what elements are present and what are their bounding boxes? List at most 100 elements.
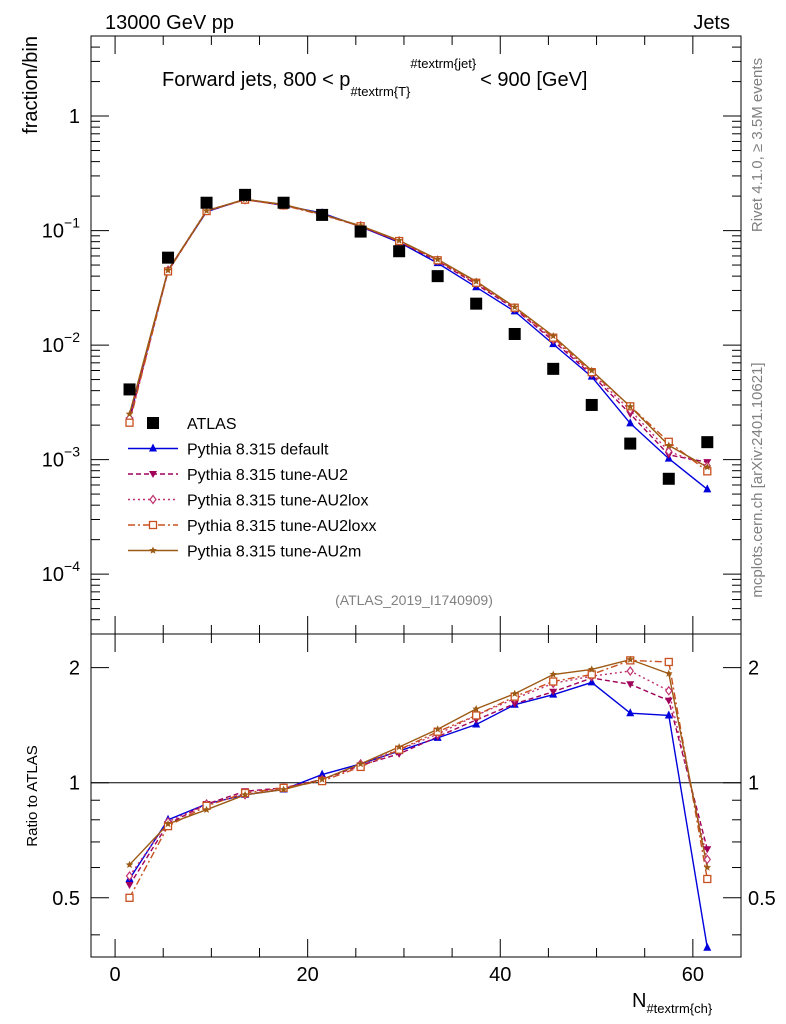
legend-label: ATLAS bbox=[187, 416, 237, 433]
ratio-data-point bbox=[703, 854, 712, 865]
data-point bbox=[549, 332, 557, 340]
data-point bbox=[433, 255, 442, 263]
x-tick-label: 0 bbox=[110, 964, 121, 986]
ratio-series bbox=[125, 655, 712, 951]
rivet-label: Rivet 4.1.0, ≥ 3.5M events bbox=[749, 58, 766, 232]
ratio-data-point bbox=[318, 769, 327, 778]
main-y-tick-label: 10−4 bbox=[42, 558, 80, 586]
atlas-data-point bbox=[701, 436, 714, 449]
ratio-data-point bbox=[664, 657, 673, 667]
atlas-data-point bbox=[624, 437, 637, 450]
ratio-data-point bbox=[665, 669, 673, 677]
ratio-data-point bbox=[703, 942, 712, 951]
legend-label: Pythia 8.315 tune-AU2lox bbox=[187, 493, 368, 510]
ratio-series-line bbox=[128, 677, 708, 886]
ratio-data-point bbox=[626, 666, 635, 677]
ratio-data-point bbox=[664, 697, 673, 705]
legend-label: Pythia 8.315 tune-AU2m bbox=[187, 544, 361, 561]
main-y-tick-label: 1 bbox=[69, 106, 80, 128]
ratio-data-point bbox=[665, 685, 673, 696]
chart-title: Forward jets, 800 < p#textrm{T} #textrm{j… bbox=[162, 56, 587, 99]
atlas-data-point bbox=[431, 270, 444, 283]
atlas-data-point bbox=[393, 245, 406, 258]
title-post: < 900 [GeV] bbox=[480, 69, 587, 91]
ratio-data-point bbox=[125, 871, 134, 882]
ratio-data-point bbox=[164, 820, 172, 828]
ratio-data-point bbox=[587, 670, 596, 679]
atlas-data-point bbox=[662, 472, 675, 485]
ratio-series-line bbox=[128, 659, 708, 899]
ratio-data-point bbox=[241, 790, 249, 798]
atlas-data-point bbox=[277, 196, 290, 209]
mcplots-label: mcplots.cern.ch [arXiv:2401.10621] bbox=[749, 362, 766, 597]
ratio-data-point bbox=[549, 677, 558, 686]
ratio-data-point bbox=[626, 708, 635, 717]
ratio-data-point bbox=[703, 874, 712, 884]
ratio-data-point bbox=[626, 655, 635, 663]
data-point bbox=[125, 410, 134, 418]
series-line bbox=[128, 198, 708, 468]
ratio-data-point bbox=[318, 775, 326, 783]
ratio-y-tick-label-right: 0.5 bbox=[748, 888, 776, 910]
tick-base: 1 bbox=[69, 106, 80, 128]
title-sup: #textrm{jet} bbox=[410, 56, 476, 71]
x-axis-label-sub: #textrm{ch} bbox=[646, 1001, 712, 1016]
ratio-data-point bbox=[202, 805, 211, 813]
atlas-data-point bbox=[547, 362, 560, 375]
ratio-series-line bbox=[128, 658, 708, 868]
ratio-series-line bbox=[128, 670, 708, 877]
ratio-y-ticks: 0.5 0.5 1 1 2 2 bbox=[52, 658, 776, 936]
ratio-data-point bbox=[472, 704, 480, 713]
atlas-data-point bbox=[508, 327, 521, 340]
x-axis-label-main: N bbox=[632, 990, 646, 1012]
data-point bbox=[703, 484, 712, 493]
ratio-data-point bbox=[626, 681, 635, 689]
ratio-y-tick-label-right: 1 bbox=[748, 773, 759, 795]
ratio-data-point bbox=[549, 670, 557, 678]
ratio-data-point bbox=[510, 689, 519, 697]
ratio-data-point bbox=[433, 725, 442, 733]
ratio-data-point bbox=[125, 860, 134, 868]
ratio-data-point bbox=[703, 863, 712, 871]
data-point bbox=[626, 418, 635, 427]
data-point bbox=[202, 206, 211, 214]
process-label: Jets bbox=[693, 12, 730, 34]
data-point bbox=[703, 463, 712, 471]
ratio-y-tick-label: 1 bbox=[69, 773, 80, 795]
main-y-tick-label: 10−3 bbox=[42, 444, 80, 472]
ratio-y-tick-label: 0.5 bbox=[52, 888, 80, 910]
ratio-data-point bbox=[356, 759, 365, 768]
legend-marker bbox=[149, 471, 157, 478]
ratio-data-point bbox=[510, 700, 519, 708]
data-point bbox=[164, 266, 172, 274]
tick-base: 10 bbox=[42, 450, 64, 472]
atlas-data-point bbox=[470, 297, 483, 310]
ratio-data-point bbox=[549, 688, 558, 696]
data-point bbox=[665, 446, 673, 457]
data-point bbox=[665, 441, 673, 449]
tick-base: 10 bbox=[42, 335, 64, 357]
atlas-data-point bbox=[585, 398, 598, 411]
x-tick-label: 60 bbox=[682, 964, 704, 986]
atlas-data-point bbox=[316, 208, 329, 221]
data-point bbox=[510, 303, 519, 311]
legend-marker bbox=[149, 443, 157, 452]
legend-marker bbox=[147, 417, 159, 429]
atlas-data-point bbox=[239, 188, 252, 201]
x-axis-label: N#textrm{ch} bbox=[632, 990, 713, 1016]
atlas-data-point bbox=[123, 383, 136, 396]
ratio-frame bbox=[90, 633, 742, 958]
main-y-tick-label: 10−1 bbox=[42, 215, 80, 243]
ratio-data-point bbox=[703, 846, 712, 854]
main-series bbox=[123, 188, 714, 493]
tick-exponent: −1 bbox=[64, 215, 80, 231]
atlas-data-point bbox=[162, 251, 175, 264]
legend-marker bbox=[149, 546, 157, 554]
data-point bbox=[125, 418, 134, 427]
tick-base: 10 bbox=[42, 221, 64, 243]
series-line bbox=[128, 198, 708, 463]
tick-exponent: −2 bbox=[64, 329, 80, 345]
main-y-ticks: 110−110−210−310−4 bbox=[42, 35, 741, 635]
title-pre: Forward jets, 800 < p bbox=[162, 69, 350, 91]
